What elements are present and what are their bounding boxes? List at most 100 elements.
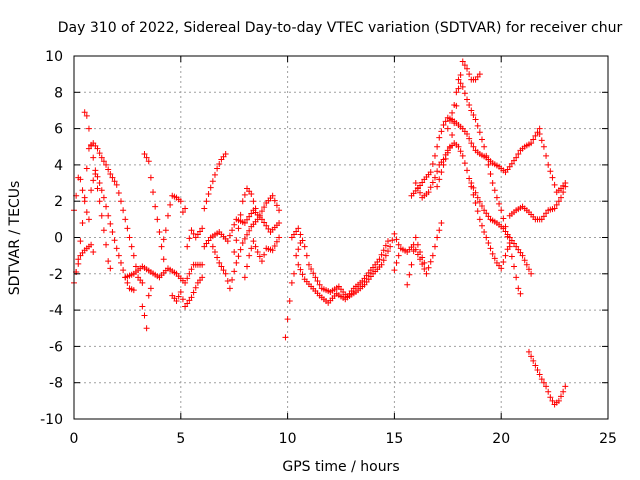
data-point <box>487 170 494 177</box>
data-point <box>485 161 492 168</box>
data-point <box>158 243 165 250</box>
data-point <box>188 266 195 273</box>
data-point <box>291 231 298 238</box>
data-point <box>540 379 547 386</box>
data-point <box>500 215 507 222</box>
data-point <box>120 207 127 214</box>
data-point <box>530 136 537 143</box>
data-point <box>468 107 475 114</box>
y-tick-label: -10 <box>40 412 63 428</box>
data-point <box>476 129 483 136</box>
data-point <box>105 212 112 219</box>
data-point <box>551 181 558 188</box>
data-point <box>192 234 199 241</box>
data-point <box>203 198 210 205</box>
data-point <box>436 176 443 183</box>
data-point <box>276 207 283 214</box>
data-point <box>117 259 124 266</box>
data-point <box>515 285 522 292</box>
data-point <box>177 288 184 295</box>
data-point <box>276 219 283 226</box>
data-point <box>256 253 263 260</box>
data-point <box>515 151 522 158</box>
data-point <box>269 192 276 199</box>
data-point <box>85 125 92 132</box>
data-point <box>220 267 227 274</box>
data-point <box>429 179 436 186</box>
data-point <box>103 241 110 248</box>
data-point <box>506 243 513 250</box>
data-point <box>466 175 473 182</box>
y-tick-label: 4 <box>54 158 63 174</box>
data-point <box>489 250 496 257</box>
data-point <box>472 116 479 123</box>
data-point <box>261 204 268 211</box>
data-point <box>109 174 116 181</box>
data-point <box>265 225 272 232</box>
data-point <box>248 210 255 217</box>
data-point <box>442 118 449 125</box>
data-point <box>508 160 515 167</box>
data-point <box>231 221 238 228</box>
data-point <box>117 198 124 205</box>
data-point <box>466 135 473 142</box>
data-point <box>528 140 535 147</box>
data-point <box>256 212 263 219</box>
data-point <box>107 220 114 227</box>
data-point <box>205 237 212 244</box>
data-point <box>468 140 475 147</box>
data-point <box>414 184 421 191</box>
data-point <box>288 234 295 241</box>
data-point <box>184 300 191 307</box>
data-point <box>248 245 255 252</box>
data-point <box>128 243 135 250</box>
data-point <box>513 274 520 281</box>
data-point <box>103 203 110 210</box>
data-point <box>395 252 402 259</box>
data-point <box>139 279 146 286</box>
data-point <box>560 388 567 395</box>
data-point <box>143 154 150 161</box>
data-point <box>502 252 509 259</box>
data-point <box>543 152 550 159</box>
data-point <box>485 239 492 246</box>
data-point <box>555 198 562 205</box>
data-point <box>222 270 229 277</box>
data-point <box>90 154 97 161</box>
data-point <box>100 158 107 165</box>
data-point <box>244 263 251 270</box>
data-point <box>562 383 569 390</box>
data-point <box>483 234 490 241</box>
data-point <box>540 143 547 150</box>
data-point <box>312 274 319 281</box>
data-point <box>254 216 261 223</box>
data-point <box>451 102 458 109</box>
data-point <box>438 219 445 226</box>
data-point <box>468 180 475 187</box>
data-point <box>83 209 90 216</box>
data-point <box>239 198 246 205</box>
data-point <box>457 72 464 79</box>
data-point <box>500 259 507 266</box>
data-point <box>152 203 159 210</box>
data-point <box>393 236 400 243</box>
y-tick-label: 8 <box>54 85 63 101</box>
data-point <box>451 120 458 127</box>
x-tick-label: 10 <box>279 431 297 447</box>
data-point <box>461 62 468 69</box>
data-point <box>237 246 244 253</box>
data-point <box>231 249 238 256</box>
data-point <box>496 200 503 207</box>
data-point <box>246 213 253 220</box>
data-point <box>491 255 498 262</box>
data-point <box>474 208 481 215</box>
data-point <box>147 174 154 181</box>
data-point <box>523 261 530 268</box>
data-point <box>440 121 447 128</box>
data-point <box>79 187 86 194</box>
data-point <box>434 143 441 150</box>
data-point <box>455 85 462 92</box>
data-point <box>132 263 139 270</box>
data-point <box>209 243 216 250</box>
data-point <box>252 205 259 212</box>
